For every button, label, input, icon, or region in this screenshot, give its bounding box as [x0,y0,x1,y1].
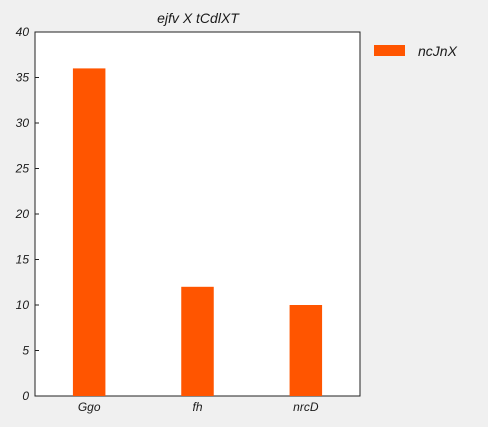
y-tick-label: 25 [15,162,30,176]
legend: ncJnX [374,43,458,59]
y-tick-label: 20 [15,207,30,221]
bar [73,68,106,396]
y-tick-label: 15 [16,253,30,267]
y-tick-label: 40 [16,25,30,39]
y-tick-label: 5 [22,344,29,358]
legend-swatch [374,45,405,56]
x-tick-label: fh [192,400,202,414]
y-tick-label: 35 [16,71,30,85]
x-tick-label: nrcD [293,400,319,414]
y-tick-label: 10 [16,298,30,312]
x-tick-label: Ggo [78,400,101,414]
legend-label: ncJnX [418,43,458,59]
chart-title: ejfv X tCdlXT [157,10,240,26]
y-tick-label: 0 [22,389,29,403]
y-tick-label: 30 [16,116,30,130]
bar [181,287,214,396]
bar [290,305,323,396]
